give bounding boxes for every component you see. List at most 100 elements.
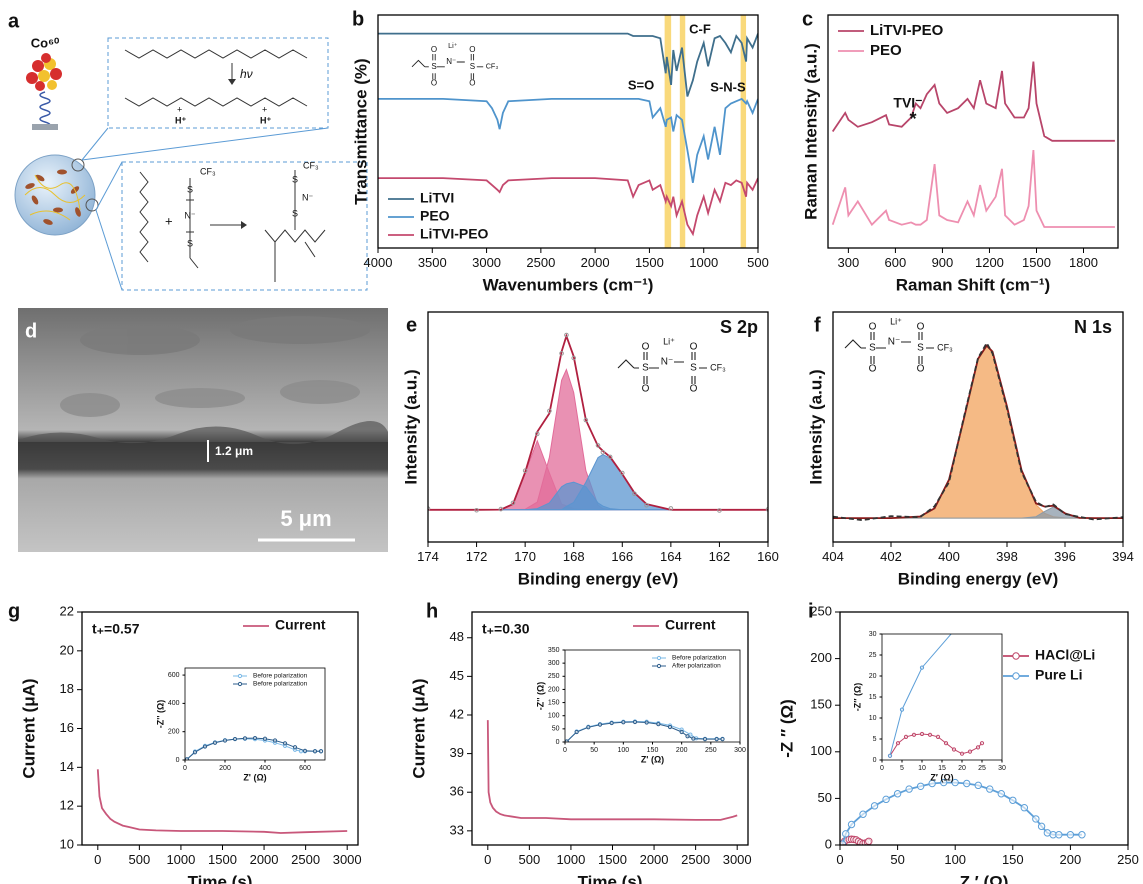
annotation: S 2p (720, 317, 758, 337)
marker (967, 749, 973, 754)
zoom-line (81, 127, 109, 161)
y-tick-label: 42 (450, 706, 464, 721)
schematic: a Co⁶⁰ hν + + H⁺ H⁺ + S N⁻ S CF₃ S N⁻ S … (8, 10, 368, 291)
x-tick-label: 15 (938, 765, 946, 772)
bonds (844, 332, 934, 364)
peo-chain (124, 49, 308, 59)
marker (222, 738, 228, 743)
x-tick-label: 600 (885, 255, 907, 270)
x-tick-label: 3000 (472, 255, 501, 270)
particles (25, 169, 81, 225)
panel-label: h (426, 600, 438, 622)
chart: 174 172 170 168 166 164 162 160 Binding energy (… (401, 311, 779, 588)
y-axis-label: Intensity (a.u.) (806, 369, 825, 484)
bonds (411, 54, 484, 80)
atom: S (292, 174, 298, 184)
y-tick-label: 350 (548, 647, 560, 654)
y-tick-label: 16 (60, 720, 74, 735)
atom: O (642, 384, 650, 395)
x-tick-label: 600 (299, 765, 311, 772)
marker (928, 779, 936, 788)
grafted-polymer (264, 170, 326, 282)
atom: O (917, 322, 925, 333)
raw-point (564, 332, 569, 338)
atom: O (642, 342, 650, 353)
marker (1037, 822, 1046, 831)
legend-marker (1012, 672, 1020, 680)
x-tick-label: 170 (514, 549, 536, 564)
x-axis-label: Time (s) (188, 872, 253, 884)
atom: O (469, 45, 475, 54)
marker (974, 781, 982, 790)
marker (951, 778, 959, 787)
x-tick-label: 394 (1112, 549, 1134, 564)
y-axis-label: -Z'' (Ω) (155, 700, 165, 729)
y-tick-label: 400 (168, 700, 180, 707)
line (833, 341, 1123, 522)
y-tick-label: 45 (450, 668, 464, 683)
raw-point (644, 502, 649, 508)
marker (975, 745, 981, 750)
plot-area (96, 769, 348, 834)
proton: H⁺ (260, 115, 271, 125)
x-tick-label: 400 (938, 549, 960, 564)
zoom-line (81, 127, 329, 161)
legend-marker (1012, 652, 1020, 660)
inset-background (882, 634, 1002, 760)
atom: S (187, 184, 193, 194)
marker (1009, 796, 1017, 804)
x-axis-label: Z′ (Ω) (930, 772, 953, 782)
y-tick-label: 0 (176, 757, 180, 764)
x-tick-label: 5 (900, 765, 904, 772)
scale-label: 5 μm (280, 506, 331, 531)
marker (1066, 831, 1075, 839)
annotation: C-F (689, 21, 711, 36)
light-label: hν (240, 67, 253, 81)
plus: + (262, 104, 267, 114)
bonds (617, 352, 707, 384)
x-tick-label: 20 (958, 765, 966, 772)
line (428, 333, 768, 511)
marker (840, 840, 847, 845)
atom: O (690, 342, 698, 353)
y-tick-label: 250 (810, 603, 832, 618)
x-tick-label: 1000 (689, 255, 718, 270)
marker (202, 744, 208, 749)
peo-segment (139, 171, 149, 263)
x-tick-label: 1000 (556, 852, 585, 867)
x-tick-label: 30 (998, 765, 1006, 772)
annotation: * (909, 109, 916, 129)
sem-image: d 1.2 μm 5 μm (18, 308, 388, 552)
x-tick-label: 100 (617, 747, 629, 754)
y-tick-label: 12 (60, 798, 74, 813)
line (486, 720, 738, 821)
atom: Li⁺ (890, 316, 902, 326)
plot-area (833, 341, 1123, 522)
panel-label: e (406, 314, 417, 336)
y-tick-label: 100 (548, 713, 560, 720)
line (831, 150, 1115, 228)
x-tick-label: 150 (1002, 852, 1024, 867)
x-tick-label: 2000 (250, 852, 279, 867)
y-tick-label: 25 (869, 652, 877, 659)
legend-label: LiTVI-PEO (870, 22, 944, 39)
annotation: N 1s (1074, 317, 1112, 337)
atom: N⁻ (302, 192, 313, 202)
plot-area (831, 61, 1115, 228)
x-tick-label: 150 (647, 747, 659, 754)
marker (597, 722, 603, 727)
x-tick-label: 500 (747, 255, 769, 270)
x-tick-label: 1000 (166, 852, 195, 867)
marker (212, 740, 218, 745)
x-tick-label: 404 (822, 549, 844, 564)
plot-area (840, 778, 1086, 845)
marker (272, 738, 278, 743)
x-tick-label: 398 (996, 549, 1018, 564)
inset: 0 50 100 150 200 250 300 0 50 100 150 200 250 300 350 Z… (535, 647, 746, 765)
zoom-box (121, 161, 368, 291)
y-axis-label: -Z ″ (Ω) (777, 699, 796, 758)
x-tick-label: 200 (676, 747, 688, 754)
marker (865, 837, 873, 845)
x-tick-label: 396 (1054, 549, 1076, 564)
atom: O (869, 322, 877, 333)
